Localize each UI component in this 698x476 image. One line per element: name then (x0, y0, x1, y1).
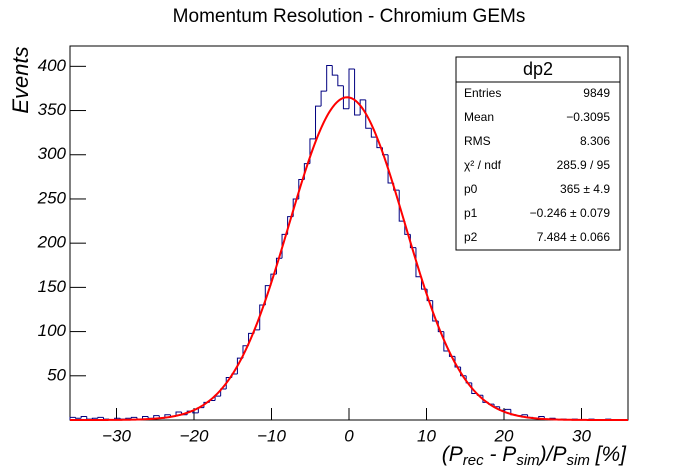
x-axis-label-part: [%] (590, 443, 627, 466)
histogram-bin (75, 417, 82, 419)
y-axis-label: Events (8, 46, 33, 113)
fit-param-value: −0.246 ± 0.079 (530, 206, 611, 220)
histogram-bin (192, 411, 199, 414)
histogram-bin (354, 68, 361, 116)
stats-value: 285.9 / 95 (557, 158, 611, 172)
x-tick-label: 30 (572, 426, 591, 445)
histogram-bin (130, 416, 137, 419)
histogram-bin (315, 105, 322, 139)
x-tick-label: 10 (417, 426, 436, 445)
histogram-bin (80, 415, 87, 419)
histogram-bin (398, 190, 405, 222)
x-axis-label-part: )/P (537, 443, 567, 466)
chart-title: Momentum Resolution - Chromium GEMs (173, 6, 526, 27)
stats-label: χ² / ndf (464, 158, 502, 172)
histogram-bin (365, 99, 372, 129)
stats-label: RMS (464, 134, 491, 148)
histogram-bin (460, 366, 467, 377)
histogram-bin (91, 417, 98, 420)
x-axis-label-part: sim (516, 452, 539, 469)
histogram-bin (97, 416, 104, 419)
y-tick-label: 150 (38, 277, 67, 296)
x-tick-label: −10 (257, 426, 286, 445)
histogram-bin (326, 64, 333, 92)
stats-box (455, 56, 621, 251)
y-tick-label: 300 (38, 144, 67, 163)
histogram-bin (454, 356, 461, 368)
fit-param-value: 365 ± 4.9 (560, 182, 610, 196)
histogram-bin (465, 375, 472, 384)
y-tick-label: 50 (47, 365, 66, 384)
histogram-bin (337, 75, 344, 87)
fit-param-name: p1 (464, 206, 478, 220)
histogram-bin (348, 68, 355, 109)
y-tick-label: 100 (38, 321, 67, 340)
histogram-bin (342, 85, 349, 110)
x-tick-label: 0 (344, 426, 354, 445)
histogram-bin (142, 415, 149, 420)
stats-title: dp2 (523, 59, 553, 79)
histogram-bin (331, 65, 338, 76)
x-axis-label-part: - P (484, 443, 517, 466)
stats-value: −0.3095 (566, 110, 610, 124)
stats-value: 8.306 (580, 134, 610, 148)
x-axis-label-part: rec (463, 452, 484, 469)
y-tick-label: 200 (37, 233, 67, 252)
histogram-bin (370, 128, 377, 138)
y-tick-label: 250 (37, 188, 67, 207)
x-tick-label: 20 (494, 426, 514, 445)
histogram-bin (153, 415, 160, 419)
stats-value: 9849 (583, 86, 610, 100)
histogram-bin (521, 414, 528, 416)
histogram-bin (359, 99, 366, 115)
stats-label: Entries (464, 86, 501, 100)
fit-param-name: p0 (464, 182, 478, 196)
histogram-bin (504, 408, 511, 411)
x-axis-label-part: (P (442, 443, 463, 466)
y-tick-label: 350 (38, 100, 67, 119)
x-axis-label-part: sim (566, 452, 589, 469)
fit-param-name: p2 (464, 230, 478, 244)
fit-curve (70, 96, 628, 421)
y-tick-label: 400 (38, 56, 67, 75)
histogram-bin (320, 90, 327, 107)
x-tick-label: −30 (102, 426, 131, 445)
fit-param-value: 7.484 ± 0.066 (537, 230, 611, 244)
stats-label: Mean (464, 110, 494, 124)
x-axis-label: (Prec - Psim)/Psim [%] (442, 443, 627, 469)
x-tick-label: −20 (180, 426, 209, 445)
